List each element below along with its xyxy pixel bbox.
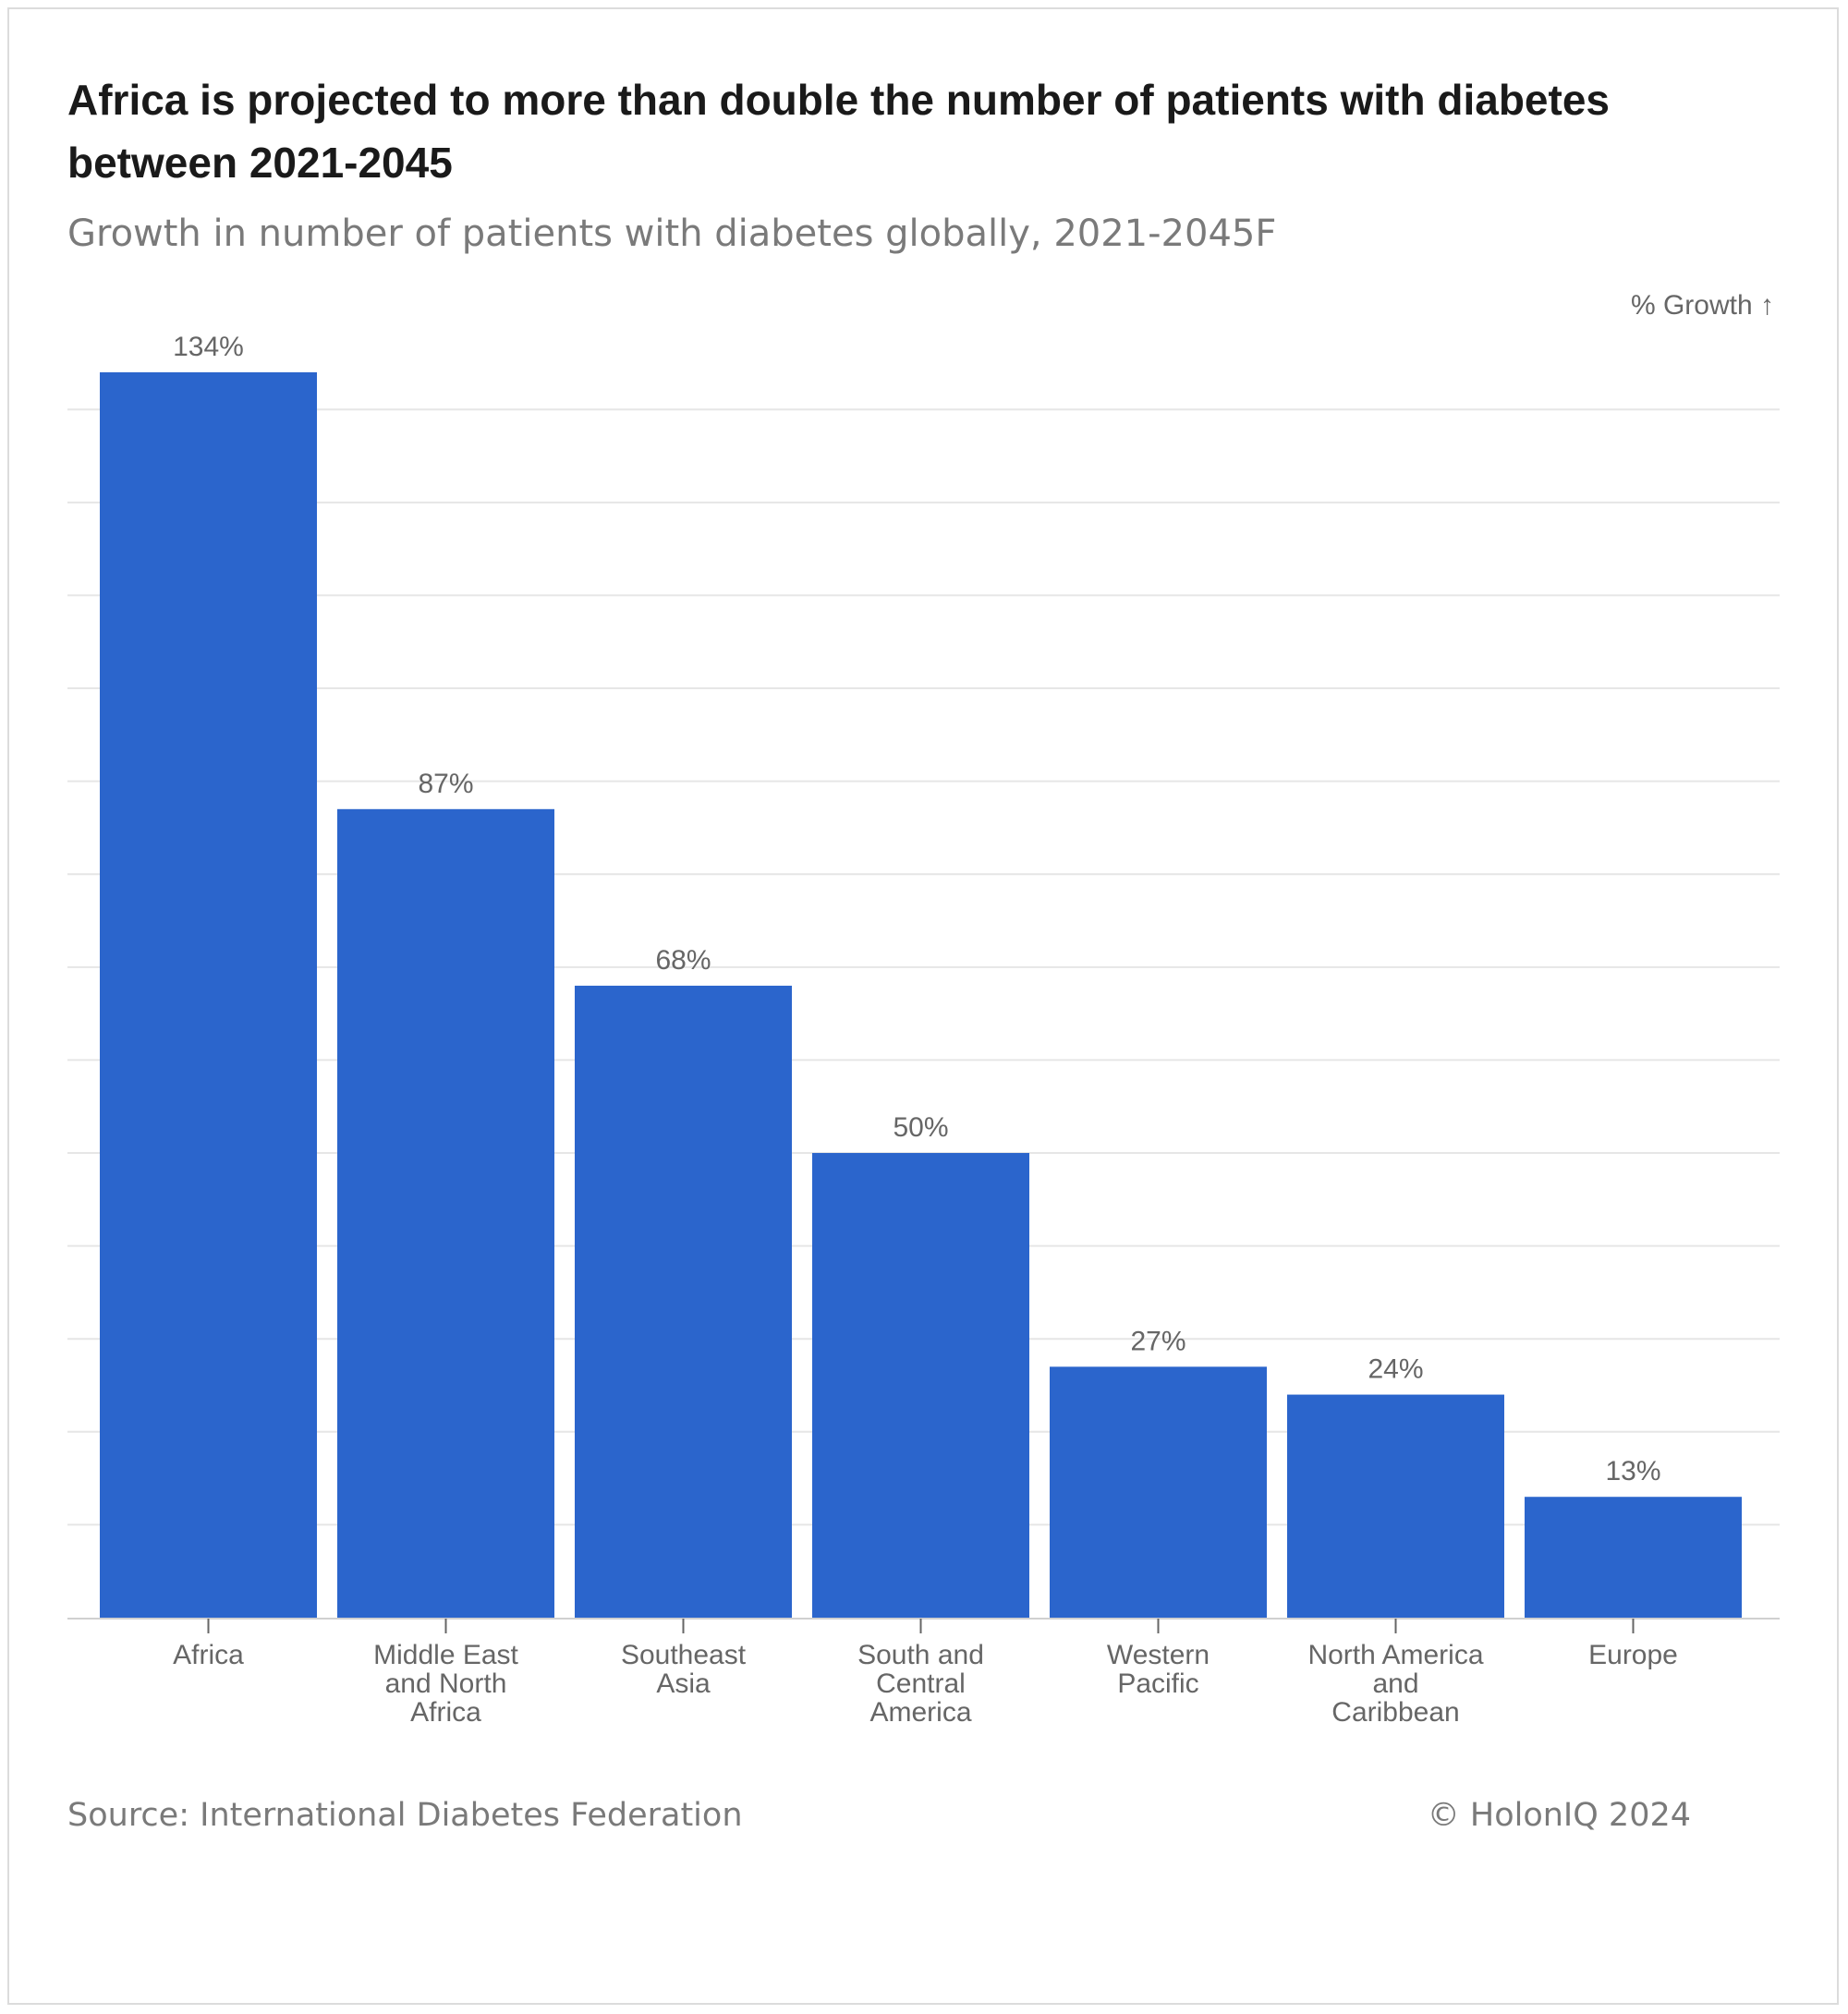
data-label: 50%	[893, 1112, 948, 1143]
y-axis-title: % Growth ↑	[1631, 290, 1774, 321]
data-label: 13%	[1605, 1456, 1660, 1486]
bar	[1287, 1394, 1504, 1618]
bar	[1050, 1366, 1267, 1618]
data-label: 68%	[655, 945, 711, 976]
chart-title: Africa is projected to more than double …	[67, 76, 1610, 187]
bar	[1525, 1497, 1742, 1618]
data-label: 87%	[418, 769, 473, 799]
data-label: 27%	[1130, 1326, 1185, 1356]
chart-subtitle: Growth in number of patients with diabet…	[67, 212, 1277, 255]
x-tick-label: Africa	[173, 1640, 244, 1670]
bars	[100, 372, 1742, 1618]
copyright-note: © HolonIQ 2024	[1427, 1797, 1691, 1834]
bar	[575, 985, 792, 1618]
source-note: Source: International Diabetes Federatio…	[67, 1797, 743, 1834]
bar	[100, 372, 317, 1618]
x-tick-label: North America and Caribbean	[1307, 1640, 1483, 1728]
data-label: 24%	[1368, 1354, 1423, 1385]
bar	[812, 1153, 1029, 1618]
x-tick-label: Middle East and North Africa	[373, 1640, 518, 1728]
x-tick-label: Europe	[1588, 1640, 1678, 1670]
data-label: 134%	[173, 332, 244, 362]
bar	[337, 808, 554, 1618]
x-tick-label: Western Pacific	[1107, 1640, 1210, 1699]
x-tick-label: South and Central America	[857, 1640, 984, 1728]
x-axis: Africa Middle East and North Africa Southeas…	[67, 1618, 1780, 1728]
value-labels: 134% 87% 68% 50% 27% 24% 13%	[173, 332, 1660, 1486]
x-tick-label: Southeast Asia	[621, 1640, 747, 1699]
